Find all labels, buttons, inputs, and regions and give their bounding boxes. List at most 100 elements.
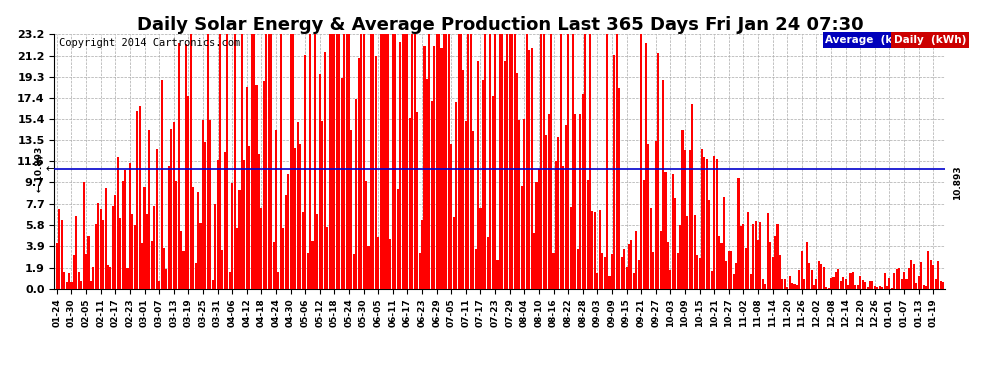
Bar (759, 222, 761, 289)
Bar (711, 270, 713, 289)
Bar (579, 114, 581, 289)
Bar (789, 276, 791, 289)
Bar (791, 282, 793, 289)
Bar (246, 87, 248, 289)
Bar (409, 118, 411, 289)
Bar (821, 264, 823, 289)
Bar (511, 34, 513, 289)
Bar (864, 282, 866, 289)
Bar (95, 224, 97, 289)
Bar (806, 242, 808, 289)
Bar (545, 135, 547, 289)
Bar (844, 279, 846, 289)
Bar (460, 34, 462, 289)
Bar (287, 174, 289, 289)
Bar (399, 42, 401, 289)
Bar (672, 174, 674, 289)
Bar (137, 111, 139, 289)
Bar (740, 226, 742, 289)
Bar (163, 248, 165, 289)
Bar (879, 286, 881, 289)
Bar (387, 34, 389, 289)
Bar (781, 279, 783, 289)
Bar (589, 34, 591, 289)
Bar (641, 34, 643, 289)
Bar (244, 159, 246, 289)
Bar (331, 34, 333, 289)
Bar (847, 285, 849, 289)
Bar (808, 263, 810, 289)
Bar (923, 285, 925, 289)
Bar (197, 192, 199, 289)
Bar (599, 210, 601, 289)
Bar (762, 279, 764, 289)
Bar (524, 119, 526, 289)
Bar (367, 246, 369, 289)
Bar (314, 34, 316, 289)
Bar (450, 144, 452, 289)
Bar (686, 216, 688, 289)
Bar (667, 243, 669, 289)
Bar (716, 159, 718, 289)
Bar (272, 242, 274, 289)
Bar (891, 288, 893, 289)
Bar (231, 183, 234, 289)
Bar (601, 253, 603, 289)
Bar (708, 200, 711, 289)
Bar (514, 34, 516, 289)
Bar (559, 34, 562, 289)
Bar (888, 278, 890, 289)
Bar (786, 287, 788, 289)
Bar (144, 188, 146, 289)
Bar (582, 94, 584, 289)
Bar (426, 80, 428, 289)
Bar (204, 142, 207, 289)
Bar (859, 276, 861, 289)
Bar (212, 280, 214, 289)
Bar (557, 137, 559, 289)
Bar (577, 249, 579, 289)
Bar (509, 34, 511, 289)
Bar (933, 265, 935, 289)
Bar (626, 267, 628, 289)
Bar (744, 248, 746, 289)
Bar (920, 262, 922, 289)
Bar (704, 157, 706, 289)
Bar (611, 254, 613, 289)
Bar (564, 125, 566, 289)
Bar (68, 273, 70, 289)
Bar (402, 34, 404, 289)
Bar (414, 34, 416, 289)
Bar (241, 34, 243, 289)
Bar (317, 214, 319, 289)
Bar (446, 34, 447, 289)
Bar (538, 169, 540, 289)
Bar (699, 258, 701, 289)
Bar (457, 34, 459, 289)
Bar (779, 255, 781, 289)
Bar (377, 237, 379, 289)
Bar (930, 260, 932, 289)
Bar (119, 218, 121, 289)
Bar (747, 213, 749, 289)
Bar (129, 163, 131, 289)
Text: Copyright 2014 Cartronics.com: Copyright 2014 Cartronics.com (59, 38, 241, 48)
Bar (80, 281, 82, 289)
Bar (382, 34, 384, 289)
Bar (856, 285, 859, 289)
Bar (883, 273, 886, 289)
Bar (742, 224, 744, 289)
Bar (352, 254, 355, 289)
Bar (127, 268, 129, 289)
Bar (63, 272, 65, 289)
Bar (239, 190, 241, 289)
Bar (528, 50, 531, 289)
Bar (185, 45, 187, 289)
Bar (299, 144, 301, 289)
Bar (691, 104, 693, 289)
Bar (662, 80, 664, 289)
Bar (465, 121, 467, 289)
Bar (253, 34, 255, 289)
Bar (928, 251, 930, 289)
Bar (452, 217, 454, 289)
